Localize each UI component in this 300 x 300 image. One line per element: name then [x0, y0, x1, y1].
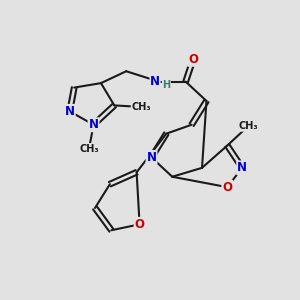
Text: O: O	[135, 218, 145, 231]
Text: N: N	[65, 105, 75, 118]
Text: CH₃: CH₃	[131, 102, 151, 112]
Text: N: N	[150, 75, 160, 88]
Text: N: N	[88, 118, 98, 131]
Text: N: N	[237, 161, 247, 174]
Text: CH₃: CH₃	[79, 143, 99, 154]
Text: N: N	[146, 151, 157, 164]
Text: O: O	[188, 53, 198, 66]
Text: H: H	[162, 80, 170, 90]
Text: CH₃: CH₃	[238, 121, 258, 131]
Text: O: O	[222, 181, 232, 194]
